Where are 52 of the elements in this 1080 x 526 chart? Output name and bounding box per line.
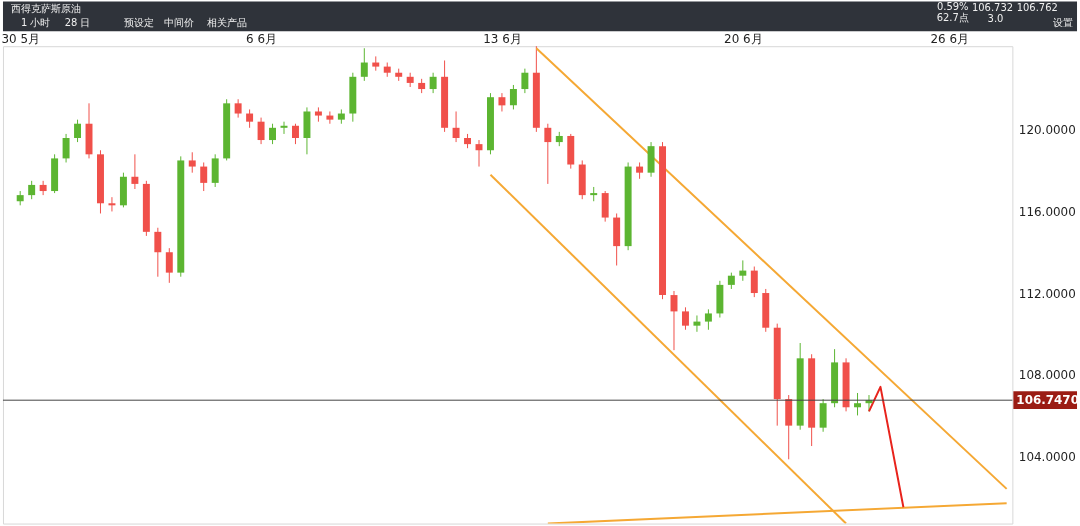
x-tick-label: 6 6月 [246, 31, 278, 46]
y-tick-label: 112.0000 [1018, 286, 1076, 301]
text: 106.762 [1016, 2, 1058, 14]
candlestick [131, 153, 139, 190]
candlestick [509, 84, 517, 110]
candlestick [165, 247, 173, 284]
text: 设置 [1053, 17, 1074, 29]
candlestick [498, 92, 506, 112]
y-tick-label: 116.0000 [1018, 204, 1076, 219]
text: 1 小时 [20, 17, 51, 29]
candlestick [188, 151, 196, 174]
y-tick-label: 104.0000 [1018, 449, 1076, 464]
x-tick-label: 20 6月 [724, 31, 763, 46]
text: 62.7点 [936, 12, 969, 24]
candlestick [257, 117, 265, 145]
candlestick [854, 392, 862, 416]
text: 28 日 [64, 17, 91, 29]
candlestick [62, 133, 70, 163]
candlestick [429, 72, 437, 94]
x-tick-label: 13 6月 [483, 31, 522, 46]
text: 106.732 [971, 2, 1014, 14]
y-tick-label: 108.0000 [1018, 368, 1076, 383]
candlestick [39, 180, 47, 196]
candlestick [154, 227, 162, 278]
candlestick [544, 123, 552, 185]
candlestick [200, 161, 208, 192]
candlestick [234, 98, 242, 119]
candlestick [269, 123, 277, 145]
candlestick [452, 110, 460, 143]
chart-title: 西得克萨斯原油 [10, 3, 81, 15]
candlestick [360, 47, 368, 82]
text: 相关产品 [206, 17, 247, 29]
candlestick [739, 259, 747, 282]
candlestick [108, 196, 116, 212]
text: 中间价 [164, 17, 195, 29]
text: 预设定 [124, 17, 155, 29]
text: 3.0 [987, 13, 1004, 25]
candlestick [681, 306, 689, 331]
text: 0.59% [936, 1, 969, 13]
y-tick-label: 120.0000 [1018, 123, 1076, 138]
candlestick [521, 68, 529, 94]
candlestick [292, 123, 299, 145]
candlestick [74, 119, 82, 143]
candlestick [693, 314, 701, 333]
candlestick [704, 308, 712, 331]
ref-line-label: 106.7470 [1016, 393, 1079, 408]
candlestick [246, 108, 254, 129]
x-tick-label: 30 5月 [1, 31, 40, 46]
candlestick [28, 180, 36, 200]
candlestick [326, 110, 334, 125]
candlestick [750, 266, 758, 298]
x-tick-label: 26 6月 [930, 31, 970, 46]
